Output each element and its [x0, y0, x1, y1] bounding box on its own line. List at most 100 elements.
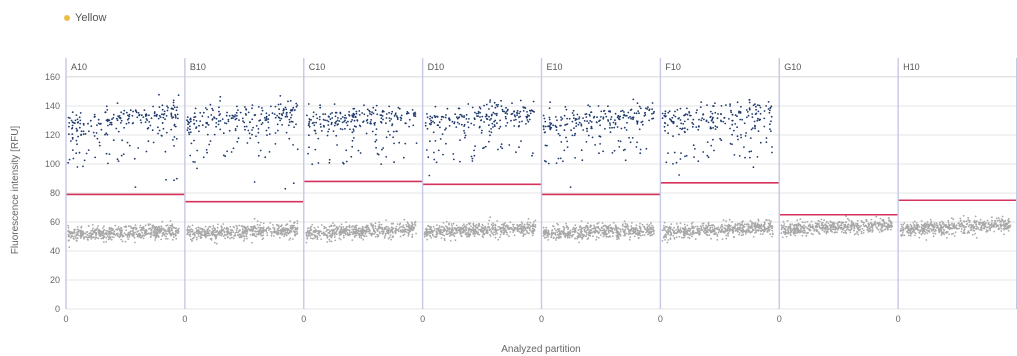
- negative-point: [135, 233, 138, 236]
- positive-point: [211, 118, 214, 120]
- negative-point: [785, 235, 788, 238]
- positive-point: [566, 117, 568, 120]
- positive-point: [265, 129, 268, 132]
- positive-point: [500, 143, 503, 146]
- negative-point: [445, 225, 447, 228]
- negative-point: [108, 236, 111, 239]
- negative-point: [675, 236, 678, 239]
- negative-point: [612, 231, 615, 234]
- negative-point: [231, 229, 234, 232]
- negative-point: [836, 229, 839, 231]
- positive-point: [285, 131, 288, 134]
- positive-point: [645, 147, 648, 150]
- negative-point: [436, 224, 438, 227]
- negative-point: [671, 228, 674, 231]
- negative-point: [503, 229, 505, 232]
- negative-point: [119, 235, 122, 238]
- positive-point: [390, 118, 393, 120]
- positive-point: [767, 108, 770, 110]
- positive-point: [248, 132, 251, 135]
- negative-point: [238, 236, 241, 239]
- negative-point: [716, 239, 719, 241]
- negative-point: [696, 231, 698, 234]
- positive-point: [555, 162, 558, 165]
- rain-point: [292, 182, 295, 185]
- positive-point: [142, 116, 145, 118]
- negative-point: [566, 235, 569, 238]
- rain-point: [351, 145, 354, 148]
- positive-point: [320, 130, 323, 132]
- negative-point: [619, 233, 622, 236]
- negative-point: [212, 229, 215, 232]
- positive-point: [510, 113, 513, 116]
- positive-point: [174, 115, 177, 117]
- negative-point: [285, 233, 288, 236]
- positive-point: [189, 128, 191, 131]
- positive-point: [76, 118, 79, 121]
- negative-point: [439, 228, 442, 231]
- negative-point: [743, 230, 746, 233]
- negative-point: [636, 229, 639, 232]
- positive-point: [201, 115, 204, 118]
- negative-point: [490, 231, 493, 233]
- positive-point: [188, 131, 190, 134]
- positive-point: [337, 117, 339, 119]
- positive-point: [467, 121, 469, 123]
- negative-point: [351, 225, 354, 227]
- rain-point: [134, 186, 137, 189]
- negative-point: [112, 232, 115, 235]
- negative-point: [521, 229, 524, 231]
- positive-point: [156, 113, 158, 116]
- positive-point: [549, 101, 551, 103]
- positive-point: [626, 121, 628, 124]
- negative-point: [526, 226, 529, 229]
- negative-point: [750, 231, 753, 234]
- positive-point: [757, 130, 760, 133]
- negative-point: [323, 234, 325, 237]
- positive-point: [68, 158, 71, 161]
- negative-point: [712, 230, 715, 233]
- positive-point: [396, 118, 399, 121]
- positive-point: [489, 119, 491, 121]
- positive-point: [158, 106, 161, 108]
- positive-point: [710, 144, 713, 147]
- positive-point: [120, 154, 123, 157]
- positive-point: [668, 110, 671, 113]
- negative-point: [289, 220, 291, 223]
- negative-point: [110, 231, 113, 234]
- positive-point: [98, 144, 101, 147]
- negative-point: [392, 222, 394, 225]
- negative-point: [853, 227, 856, 230]
- negative-point: [455, 232, 457, 235]
- negative-point: [833, 231, 836, 234]
- positive-point: [170, 113, 173, 116]
- positive-point: [315, 113, 318, 116]
- negative-point: [449, 234, 452, 237]
- positive-point: [211, 107, 214, 110]
- rain-point: [173, 179, 175, 182]
- positive-point: [494, 112, 496, 115]
- negative-point: [795, 223, 798, 226]
- positive-point: [314, 148, 317, 151]
- negative-point: [254, 230, 257, 233]
- negative-point: [459, 232, 462, 235]
- positive-point: [209, 140, 212, 143]
- positive-point: [210, 114, 213, 116]
- positive-point: [348, 113, 350, 116]
- negative-point: [403, 233, 406, 236]
- negative-point: [452, 229, 454, 232]
- rain-point: [771, 151, 773, 154]
- positive-point: [505, 117, 507, 120]
- negative-point: [253, 217, 256, 220]
- negative-point: [74, 237, 77, 239]
- positive-point: [555, 116, 557, 118]
- positive-point: [683, 130, 686, 133]
- positive-point: [312, 111, 315, 114]
- negative-point: [137, 235, 140, 238]
- positive-point: [170, 107, 173, 110]
- negative-point: [839, 221, 841, 224]
- positive-point: [736, 115, 738, 118]
- negative-point: [149, 232, 152, 235]
- negative-point: [67, 229, 70, 232]
- positive-point: [673, 151, 676, 154]
